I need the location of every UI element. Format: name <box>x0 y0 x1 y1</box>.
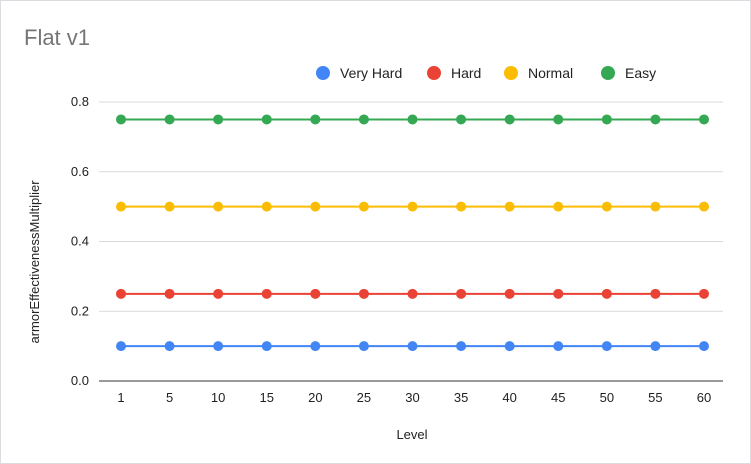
data-point-very-hard <box>456 341 467 352</box>
x-axis-title: Level <box>396 427 427 442</box>
data-point-normal <box>601 201 612 212</box>
data-point-hard <box>310 288 321 299</box>
data-point-very-hard <box>650 341 661 352</box>
data-point-hard <box>407 288 418 299</box>
data-point-normal <box>164 201 175 212</box>
legend-marker <box>601 66 615 80</box>
data-point-very-hard <box>164 341 175 352</box>
data-point-normal <box>407 201 418 212</box>
y-axis-title: armorEffectivenessMultiplier <box>27 180 42 344</box>
data-point-normal <box>650 201 661 212</box>
x-axis-ticks: 1 5 10 15 20 25 30 35 40 45 50 55 60 <box>117 390 711 405</box>
x-tick-label: 20 <box>308 390 322 405</box>
y-tick-label: 0.8 <box>71 94 89 109</box>
legend-item-normal: Normal <box>504 65 573 81</box>
data-point-normal <box>116 201 126 212</box>
series-easy <box>116 114 709 125</box>
series-hard <box>116 288 709 299</box>
x-tick-label: 30 <box>405 390 419 405</box>
data-point-hard <box>553 288 564 299</box>
legend-item-very-hard: Very Hard <box>316 65 402 81</box>
data-point-normal <box>261 201 272 212</box>
x-tick-label: 60 <box>697 390 711 405</box>
data-point-easy <box>116 114 126 125</box>
data-point-very-hard <box>407 341 418 352</box>
legend-item-hard: Hard <box>427 65 481 81</box>
data-point-very-hard <box>358 341 369 352</box>
data-point-normal <box>456 201 467 212</box>
data-point-very-hard <box>261 341 272 352</box>
x-tick-label: 5 <box>166 390 173 405</box>
data-point-easy <box>456 114 467 125</box>
data-point-normal <box>310 201 321 212</box>
series-very-hard <box>116 341 709 352</box>
x-tick-label: 45 <box>551 390 565 405</box>
data-point-hard <box>456 288 467 299</box>
gridlines <box>99 101 723 382</box>
data-point-very-hard <box>213 341 224 352</box>
data-point-hard <box>213 288 224 299</box>
x-tick-label: 1 <box>117 390 124 405</box>
data-point-normal <box>699 201 709 212</box>
data-point-normal <box>504 201 515 212</box>
data-point-easy <box>504 114 515 125</box>
legend: Very Hard Hard Normal Easy <box>316 65 656 81</box>
data-point-easy <box>601 114 612 125</box>
series-normal <box>116 201 709 212</box>
series-group <box>116 114 709 352</box>
x-tick-label: 25 <box>357 390 371 405</box>
y-tick-label: 0.4 <box>71 234 89 249</box>
data-point-hard <box>116 288 126 299</box>
data-point-easy <box>553 114 564 125</box>
data-point-hard <box>164 288 175 299</box>
data-point-very-hard <box>116 341 126 352</box>
data-point-hard <box>261 288 272 299</box>
legend-item-easy: Easy <box>601 65 656 81</box>
data-point-easy <box>310 114 321 125</box>
legend-marker <box>427 66 441 80</box>
data-point-very-hard <box>504 341 515 352</box>
y-tick-label: 0.6 <box>71 164 89 179</box>
data-point-very-hard <box>553 341 564 352</box>
x-tick-label: 15 <box>260 390 274 405</box>
data-point-very-hard <box>601 341 612 352</box>
legend-label: Hard <box>451 65 481 81</box>
y-axis-ticks: 0.0 0.2 0.4 0.6 0.8 <box>71 94 89 388</box>
x-tick-label: 55 <box>648 390 662 405</box>
legend-label: Normal <box>528 65 573 81</box>
data-point-easy <box>213 114 224 125</box>
legend-label: Easy <box>625 65 656 81</box>
x-tick-label: 35 <box>454 390 468 405</box>
y-tick-label: 0.0 <box>71 373 89 388</box>
data-point-hard <box>504 288 515 299</box>
data-point-easy <box>261 114 272 125</box>
data-point-easy <box>699 114 709 125</box>
chart-title: Flat v1 <box>24 25 90 50</box>
y-tick-label: 0.2 <box>71 303 89 318</box>
data-point-easy <box>358 114 369 125</box>
x-tick-label: 40 <box>502 390 516 405</box>
data-point-very-hard <box>699 341 709 352</box>
x-tick-label: 10 <box>211 390 225 405</box>
data-point-normal <box>553 201 564 212</box>
data-point-normal <box>358 201 369 212</box>
data-point-hard <box>650 288 661 299</box>
x-tick-label: 50 <box>600 390 614 405</box>
data-point-easy <box>650 114 661 125</box>
data-point-hard <box>699 288 709 299</box>
legend-marker <box>504 66 518 80</box>
legend-label: Very Hard <box>340 65 402 81</box>
data-point-easy <box>164 114 175 125</box>
data-point-very-hard <box>310 341 321 352</box>
data-point-easy <box>407 114 418 125</box>
data-point-hard <box>601 288 612 299</box>
data-point-normal <box>213 201 224 212</box>
legend-marker <box>316 66 330 80</box>
data-point-hard <box>358 288 369 299</box>
